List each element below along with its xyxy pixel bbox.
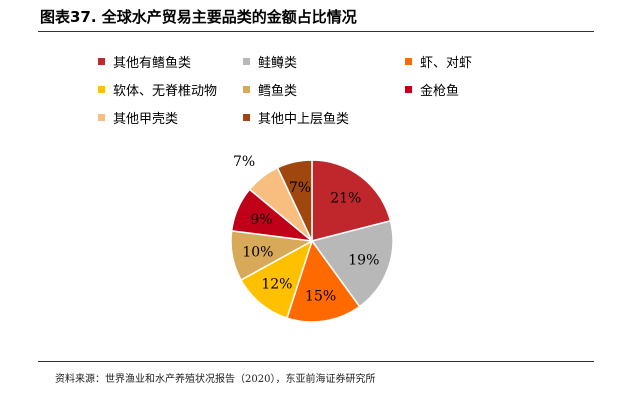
legend-label: 虾、对虾	[420, 56, 473, 71]
legend-swatch	[405, 86, 412, 93]
data-label: 19%	[348, 253, 379, 269]
legend-swatch	[98, 86, 105, 93]
legend-label: 鲑鳟类	[258, 56, 298, 71]
legend-label: 金枪鱼	[420, 84, 460, 99]
legend-item: 金枪鱼	[405, 80, 459, 99]
legend-item: 鳕鱼类	[243, 80, 297, 99]
legend-swatch	[243, 114, 250, 121]
legend-label: 鳕鱼类	[258, 84, 298, 99]
legend-item: 虾、对虾	[405, 52, 472, 71]
data-label: 9%	[250, 212, 272, 228]
pie-slice	[286, 239, 361, 323]
data-label: 7%	[289, 180, 311, 196]
pie-slice	[310, 219, 394, 308]
bottom-divider	[38, 361, 594, 362]
legend-swatch	[98, 114, 105, 121]
legend-label: 其他有鳍鱼类	[113, 56, 192, 71]
top-divider	[38, 31, 594, 32]
legend-item: 鲑鳟类	[243, 52, 297, 71]
legend-swatch	[98, 58, 105, 65]
legend-swatch	[405, 58, 412, 65]
pie-slice	[311, 159, 392, 242]
source-note: 资料来源：世界渔业和水产养殖状况报告（2020），东亚前海证券研究所	[55, 374, 376, 385]
legend-item: 其他有鳍鱼类	[98, 52, 191, 71]
legend-swatch	[243, 58, 250, 65]
legend-item: 其他中上层鱼类	[243, 108, 349, 127]
pie-slice	[276, 159, 313, 242]
data-label: 12%	[261, 276, 292, 292]
legend-item: 其他甲壳类	[98, 108, 178, 127]
legend-swatch	[243, 86, 250, 93]
legend-item: 软体、无脊椎动物	[98, 80, 217, 99]
data-label: 7%	[233, 154, 255, 170]
data-label: 15%	[305, 288, 336, 304]
data-label: 10%	[242, 244, 273, 260]
figure-title: 图表37. 全球水产贸易主要品类的金额占比情况	[40, 8, 357, 26]
pie-slice	[240, 239, 314, 319]
legend-label: 其他中上层鱼类	[258, 112, 350, 127]
legend-label: 其他甲壳类	[113, 112, 179, 127]
legend-label: 软体、无脊椎动物	[113, 84, 218, 99]
data-label: 21%	[330, 190, 361, 206]
